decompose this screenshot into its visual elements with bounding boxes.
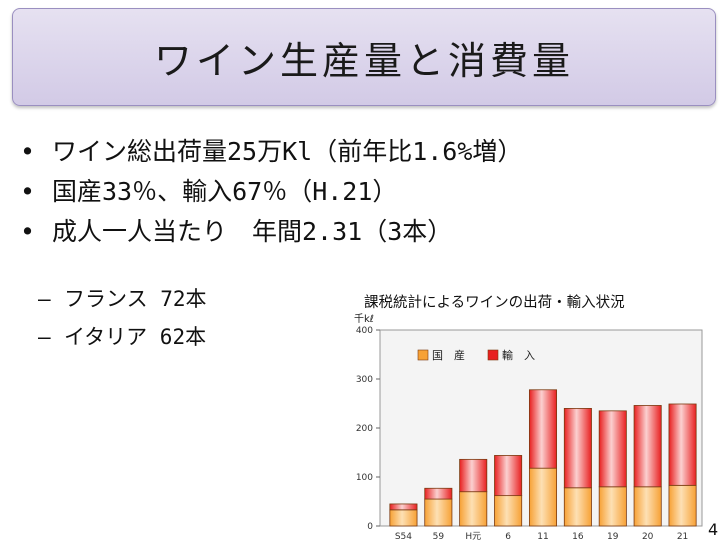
bullet-text: 成人一人当たり 年間2.31（3本）: [52, 217, 453, 246]
bullet-dot: •: [20, 217, 36, 246]
bullet-item: • 国産33％、輸入67％（H.21）: [20, 172, 522, 212]
sub-bullet-item: – イタリア 62本: [38, 318, 207, 356]
x-tick-label: 21: [677, 532, 688, 542]
x-tick-label: 59: [433, 532, 445, 542]
bar-segment-import: [528, 389, 558, 469]
bullet-dot: •: [20, 137, 36, 166]
bar-segment-import: [494, 455, 523, 497]
bullet-text: 国産33％、輸入67％（H.21）: [52, 177, 398, 206]
legend-swatch-import: [487, 349, 499, 361]
sub-bullet-dash: –: [38, 325, 51, 349]
bullet-list: • ワイン総出荷量25万Kl（前年比1.6%増） • 国産33％、輸入67％（H.2…: [20, 132, 522, 252]
x-tick-label: 19: [607, 532, 619, 542]
bar-segment-domestic: [494, 495, 523, 527]
bullet-text: ワイン総出荷量25万Kl（前年比1.6%増）: [52, 137, 523, 166]
wine-shipment-chart: 千kℓ 0 100 200 300 400 S54 59 H元 6 11 16 19 20 21 国 産 輸 入: [354, 313, 703, 542]
bar-segment-import: [633, 405, 662, 488]
bar-segment-domestic: [459, 491, 488, 527]
y-tick-label: 0: [367, 522, 373, 532]
sub-bullet-item: – フランス 72本: [38, 280, 207, 318]
legend-label: 輸 入: [502, 348, 535, 362]
bar-segment-domestic: [633, 486, 662, 527]
legend-label: 国 産: [432, 349, 465, 362]
sub-bullet-list: – フランス 72本 – イタリア 62本: [38, 280, 207, 356]
legend-swatch-domestic: [417, 349, 429, 361]
bar-segment-domestic: [668, 484, 697, 527]
x-tick-label: 16: [572, 532, 584, 542]
x-tick-label: H元: [465, 532, 481, 542]
bar-segment-domestic: [389, 509, 418, 527]
page-number: 4: [708, 520, 719, 539]
y-tick-label: 300: [356, 375, 373, 385]
bar-segment-import: [668, 403, 697, 486]
bar-segment-domestic: [528, 467, 558, 527]
bar-segment-import: [389, 503, 418, 511]
bar-segment-import: [563, 408, 592, 489]
sub-bullet-text: イタリア 62本: [64, 325, 207, 349]
bar-segment-domestic: [563, 487, 592, 527]
x-tick-label: 6: [505, 532, 511, 542]
bar-segment-import: [424, 487, 453, 500]
bar-segment-domestic: [598, 486, 627, 527]
sub-bullet-text: フランス 72本: [64, 287, 207, 311]
title-bar: ワイン生産量と消費量: [12, 8, 716, 106]
x-tick-label: 20: [642, 532, 654, 542]
bullet-item: • ワイン総出荷量25万Kl（前年比1.6%増）: [20, 132, 522, 172]
bullet-dot: •: [20, 177, 36, 206]
x-tick-label: 11: [537, 532, 548, 542]
y-tick-label: 100: [356, 473, 373, 483]
bullet-item: • 成人一人当たり 年間2.31（3本）: [20, 212, 522, 252]
bar-segment-domestic: [424, 498, 453, 527]
sub-bullet-dash: –: [38, 287, 51, 311]
bar-segment-import: [459, 458, 488, 493]
y-tick-label: 400: [356, 326, 373, 336]
slide-title: ワイン生産量と消費量: [153, 38, 574, 83]
x-tick-label: S54: [395, 532, 412, 542]
chart-caption: 課税統計によるワインの出荷・輸入状況: [364, 295, 625, 311]
y-unit-label: 千kℓ: [354, 313, 374, 325]
y-tick-label: 200: [356, 424, 373, 434]
bar-segment-import: [598, 410, 627, 488]
